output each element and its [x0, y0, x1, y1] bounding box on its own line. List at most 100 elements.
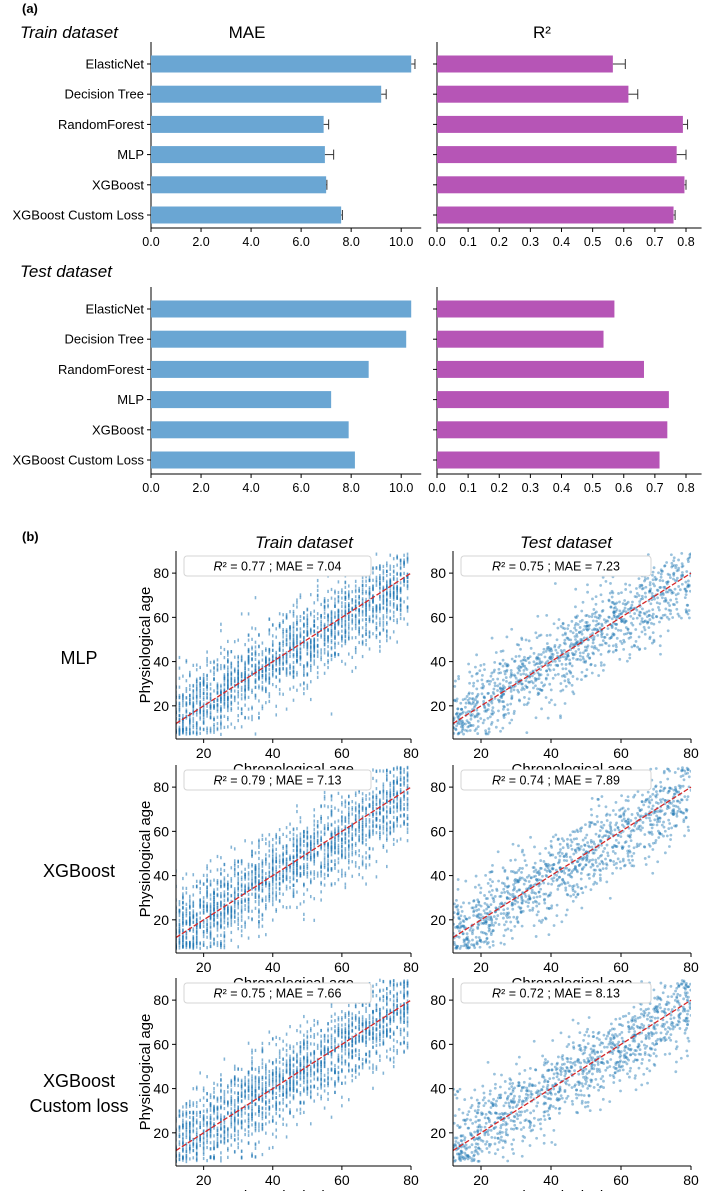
scatter-point: [344, 819, 347, 823]
scatter-point: [199, 899, 201, 903]
test-mae-x-tick-label: 0.0: [142, 481, 159, 495]
scatter-point: [354, 864, 357, 868]
scatter-point: [244, 922, 246, 926]
scatter-point: [237, 876, 240, 880]
scatter-point: [604, 579, 608, 583]
scatter-point: [545, 669, 549, 673]
scatter-point: [182, 886, 184, 890]
scatter-point: [502, 700, 505, 704]
scatter-point: [303, 630, 305, 634]
test-r2-x-tick-label: 0.6: [615, 481, 632, 495]
scatter-point: [306, 644, 309, 648]
scatter-point: [630, 621, 633, 625]
scatter-point: [347, 834, 350, 838]
scatter-point: [327, 636, 329, 640]
scatter-point: [299, 832, 302, 836]
scatter-point: [330, 845, 333, 850]
scatter-point: [268, 657, 271, 661]
scatter-point: [455, 711, 459, 715]
scatter-point: [651, 612, 655, 616]
scatter-point: [178, 714, 181, 718]
scatter-point: [251, 918, 253, 922]
test-r2-bar: [437, 330, 604, 348]
scatter-point: [525, 703, 529, 706]
scatter-point: [461, 698, 465, 702]
scatter-point: [323, 872, 326, 876]
scatter-point: [330, 842, 333, 847]
scatter-point: [641, 607, 644, 611]
scatter-point: [341, 871, 343, 876]
scatter-point: [202, 687, 205, 692]
scatter-point: [483, 709, 487, 713]
scatter-point: [626, 608, 630, 611]
scatter-point: [379, 835, 381, 839]
scatter-point: [646, 553, 650, 557]
scatter-point: [575, 632, 579, 636]
scatter-point: [202, 721, 205, 725]
scatter-point: [386, 599, 388, 603]
scatter-point: [185, 886, 188, 891]
scatter-point: [178, 666, 181, 670]
scatter-point: [223, 918, 226, 922]
scatter-point: [406, 572, 409, 577]
scatter-point: [261, 686, 264, 691]
scatter-point: [461, 724, 465, 728]
scatter-point: [392, 603, 395, 607]
scatter-point: [574, 650, 578, 653]
scatter-point: [251, 849, 253, 853]
scatter-point: [316, 824, 319, 828]
scatter-point: [536, 656, 540, 660]
scatter-point: [303, 622, 305, 626]
scatter-point: [254, 645, 257, 649]
scatter-point: [223, 899, 226, 903]
scatter-point: [671, 603, 675, 606]
scatter-point: [178, 900, 181, 904]
scatter-point: [182, 939, 184, 943]
scatter-point: [285, 650, 288, 655]
scatter-point: [323, 883, 326, 887]
scatter-point: [327, 661, 329, 665]
scatter-point: [182, 723, 184, 728]
scatter-point: [299, 640, 302, 644]
scatter-point: [289, 837, 291, 842]
scatter-point: [549, 663, 552, 667]
scatter-point: [185, 708, 188, 712]
scatter-point: [635, 587, 638, 590]
scatter-point: [361, 876, 364, 880]
scatter-point: [538, 659, 542, 663]
scatter-point: [330, 612, 333, 616]
scatter-point: [285, 673, 288, 677]
scatter-point: [278, 621, 281, 626]
scatter-point: [347, 590, 350, 594]
scatter-point: [240, 929, 243, 933]
scatter-point: [223, 946, 226, 950]
scatter-point: [209, 687, 212, 691]
scatter-point: [598, 626, 602, 630]
scatter-point: [399, 616, 402, 621]
scatter-point: [285, 873, 288, 877]
scatter-point: [289, 830, 291, 835]
scatter-point: [382, 571, 385, 575]
scatter-point: [313, 601, 316, 605]
scatter-point: [254, 876, 257, 880]
scatter-point: [223, 909, 226, 913]
scatter-point: [178, 707, 181, 712]
scatter-point: [192, 909, 195, 913]
scatter-point: [344, 847, 347, 851]
scatter-point: [216, 880, 219, 884]
scatter-point: [323, 630, 326, 634]
scatter-point: [285, 670, 288, 674]
scatter-point: [323, 615, 326, 620]
scatter-point: [666, 572, 670, 576]
scatter-point: [372, 828, 374, 832]
scatter-point: [334, 847, 336, 851]
scatter-point: [254, 892, 257, 896]
scatter-point: [361, 822, 364, 827]
scatter-point: [403, 797, 405, 801]
scatter-point: [323, 608, 326, 612]
scatter-point: [268, 866, 271, 870]
scatter-point: [258, 895, 260, 899]
scatter-point: [299, 839, 302, 843]
scatter-point: [247, 877, 250, 881]
